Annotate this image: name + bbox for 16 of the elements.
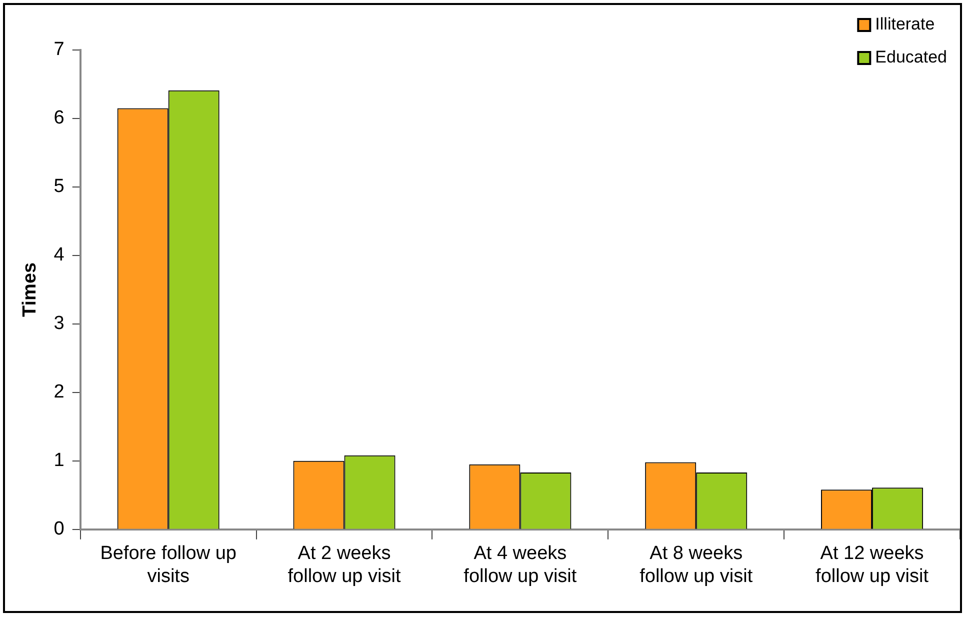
legend-label: Illiterate (875, 14, 935, 34)
y-tick-label: 3 (54, 313, 64, 334)
x-tick-label: At 4 weeks follow up visit (464, 543, 578, 587)
x-tick-label: At 12 weeks follow up visit (816, 543, 930, 587)
y-tick-label: 0 (54, 518, 64, 540)
x-tick-label: Before follow up visits (100, 543, 236, 587)
y-tick-label: 2 (54, 382, 64, 403)
y-tick-label: 1 (54, 450, 64, 472)
x-tick-label: At 2 weeks follow up visit (288, 543, 402, 587)
legend-label: Educated (875, 48, 948, 67)
y-tick-label: 6 (54, 108, 64, 129)
x-tick-label: At 8 weeks follow up visit (640, 543, 754, 587)
y-tick-label: 7 (54, 39, 64, 60)
y-tick-label: 5 (54, 176, 64, 198)
y-tick-label: 4 (54, 244, 65, 266)
y-axis-title: Times (20, 262, 41, 317)
